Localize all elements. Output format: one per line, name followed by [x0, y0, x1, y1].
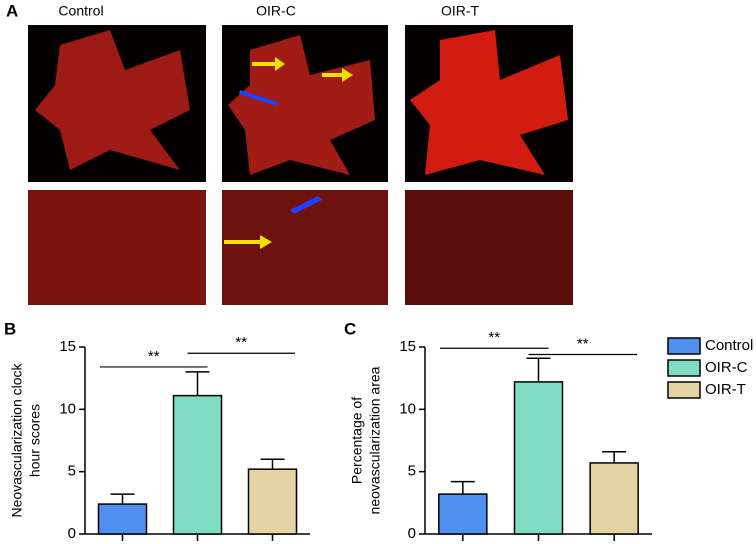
panel-label: B — [4, 319, 16, 338]
y-tick-label: 15 — [399, 338, 416, 355]
y-axis-label: Neovascularization clock — [9, 362, 25, 517]
significance-label: ** — [488, 329, 500, 346]
legend-swatch — [667, 359, 701, 377]
column-title: OIR-C — [256, 3, 296, 19]
bar — [438, 493, 488, 535]
y-tick-label: 5 — [408, 463, 416, 480]
legend-label: OIR-C — [705, 359, 748, 376]
legend-label: Control — [705, 337, 753, 354]
charts: B Neovascularization clock hour scores 0 5 10… — [4, 319, 652, 542]
legend-swatch — [667, 337, 701, 355]
bar — [589, 462, 639, 535]
y-axis-label: Percentage of — [349, 397, 365, 484]
y-tick-label: 10 — [399, 400, 416, 417]
y-tick-label: 0 — [68, 525, 76, 542]
bar — [172, 394, 223, 535]
y-tick-label: 0 — [408, 525, 416, 542]
bar — [97, 503, 148, 535]
y-tick-label: 15 — [59, 338, 76, 355]
significance-label: ** — [148, 348, 160, 365]
legend-swatch — [667, 381, 701, 399]
column-title: OIR-T — [441, 3, 480, 19]
panel-label: A — [6, 1, 18, 20]
y-axis-label: neovascularization area — [367, 366, 383, 514]
panel-label: C — [344, 319, 356, 338]
y-axis-label: hour scores — [27, 404, 43, 477]
micrographs — [28, 25, 573, 305]
bar — [247, 468, 298, 535]
legend: Control OIR-C OIR-T — [667, 337, 753, 399]
significance-label: ** — [577, 335, 589, 352]
significance-label: ** — [235, 334, 247, 351]
bar — [513, 381, 564, 535]
y-tick-label: 10 — [59, 400, 76, 417]
column-title: Control — [58, 3, 103, 19]
y-tick-label: 5 — [68, 463, 76, 480]
legend-label: OIR-T — [705, 381, 746, 398]
